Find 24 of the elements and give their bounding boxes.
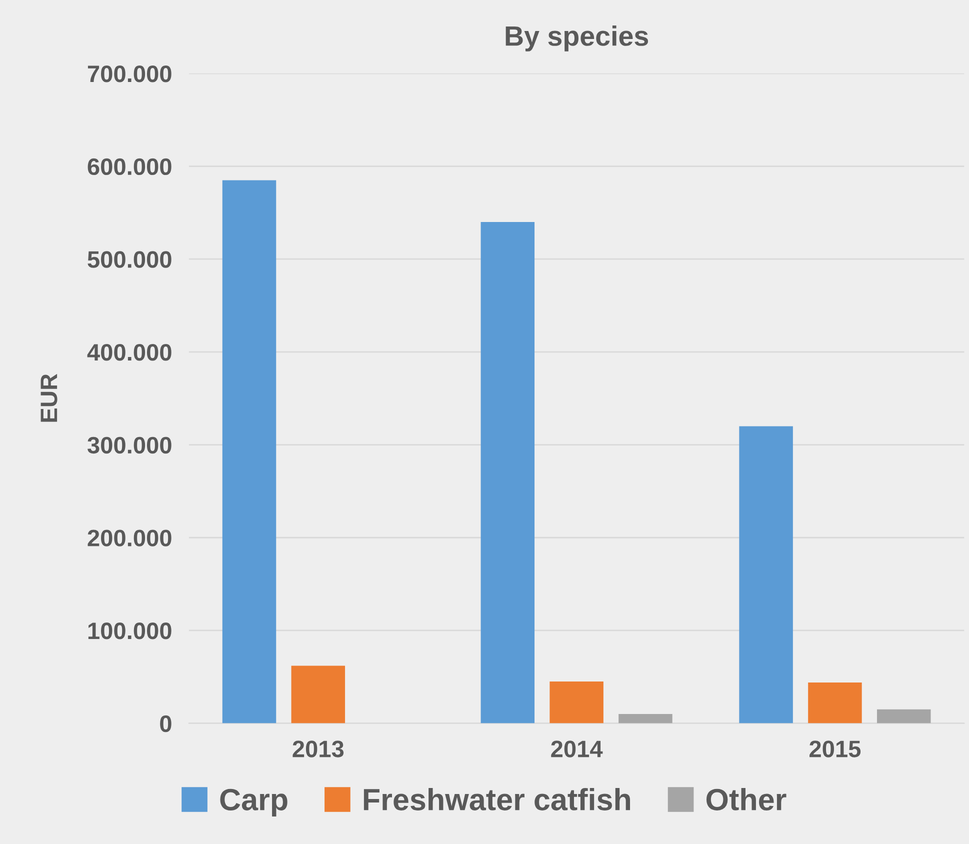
bar [222,180,276,724]
y-tick-label: 500.000 [88,251,172,268]
legend-label: Other [706,788,786,810]
bar [876,709,931,724]
bar [291,666,346,724]
y-tick-label: 600.000 [88,158,172,176]
bar [550,682,604,724]
bar [618,714,672,724]
y-axis-title: EUR [40,374,58,422]
bar [808,682,862,724]
bar [480,222,535,724]
y-tick-label: 100.000 [88,622,172,640]
x-tick-label: 2015 [810,740,861,758]
y-tick-label: 300.000 [87,436,172,454]
y-tick-label: 200.000 [88,530,172,546]
bar [739,426,793,724]
y-tick-label: 0 [160,715,172,732]
chart-title: By species [506,26,648,52]
legend-label: Freshwater catfish [364,788,630,810]
x-tick-label: 2013 [292,740,344,758]
y-tick-label: 400.000 [87,344,172,361]
y-tick-label: 700.000 [88,65,172,82]
x-tick-label: 2014 [551,740,603,758]
legend-label: Carp [220,788,288,816]
